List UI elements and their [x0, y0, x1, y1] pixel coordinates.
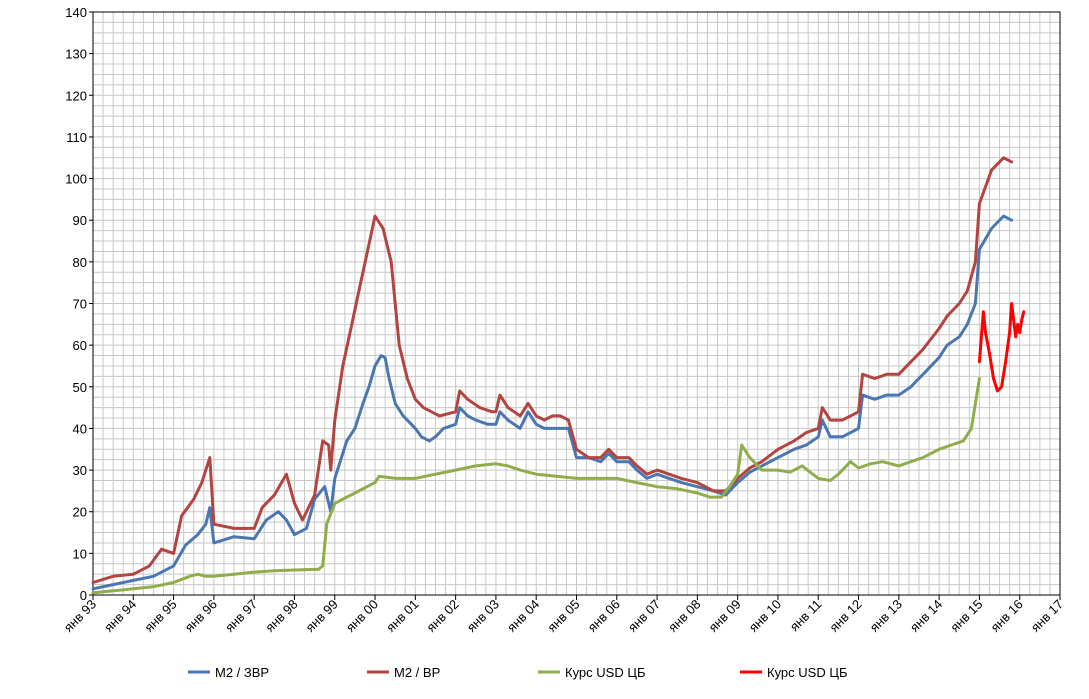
- y-tick-label: 130: [65, 47, 87, 62]
- x-tick-label: янв 12: [826, 597, 864, 635]
- y-tick-label: 30: [73, 463, 87, 478]
- y-tick-label: 70: [73, 297, 87, 312]
- x-tick-label: янв 98: [262, 597, 300, 635]
- x-tick-label: янв 01: [383, 597, 421, 635]
- legend: М2 / ЗВР М2 / ВР Курс USD ЦБ Курс USD ЦБ: [188, 665, 847, 680]
- x-tick-label: янв 14: [907, 597, 945, 635]
- legend-label: М2 / ЗВР: [215, 665, 269, 680]
- legend-label: Курс USD ЦБ: [767, 665, 847, 680]
- grid: [92, 11, 1061, 596]
- x-tick-label: янв 09: [705, 597, 743, 635]
- x-tick-label: янв 06: [585, 597, 623, 635]
- x-tick-label: янв 95: [141, 597, 179, 635]
- y-tick-label: 20: [73, 505, 87, 520]
- x-tick-label: янв 16: [988, 597, 1026, 635]
- x-tick-label: янв 08: [665, 597, 703, 635]
- x-tick-label: янв 02: [423, 597, 461, 635]
- y-tick-label: 10: [73, 546, 87, 561]
- series-lines: [91, 156, 1026, 595]
- y-tick-label: 90: [73, 213, 87, 228]
- series-line-3: [91, 377, 981, 595]
- x-axis: янв 93 янв 94 янв 95 янв 96 янв 97 янв 98 янв …: [61, 595, 1066, 635]
- x-tick-label: янв 94: [101, 597, 139, 635]
- x-tick-label: янв 00: [343, 597, 381, 635]
- x-tick-label: янв 99: [303, 597, 341, 635]
- legend-label: Курс USD ЦБ: [565, 665, 645, 680]
- series-line-2: [91, 156, 1014, 584]
- x-tick-label: янв 04: [504, 597, 542, 635]
- x-tick-label: янв 96: [182, 597, 220, 635]
- x-tick-label: янв 10: [746, 597, 784, 635]
- y-tick-label: 50: [73, 380, 87, 395]
- legend-label: М2 / ВР: [394, 665, 440, 680]
- series-line-4: [977, 302, 1026, 393]
- x-tick-label: янв 13: [867, 597, 905, 635]
- x-tick-label: янв 05: [544, 597, 582, 635]
- y-tick-label: 140: [65, 5, 87, 20]
- y-tick-label: 110: [66, 130, 87, 145]
- y-tick-label: 100: [65, 172, 87, 187]
- x-tick-label: янв 07: [625, 597, 663, 635]
- series-line-1: [91, 214, 1014, 591]
- x-tick-label: янв 03: [464, 597, 502, 635]
- y-tick-label: 80: [73, 255, 87, 270]
- x-tick-label: янв 97: [222, 597, 260, 635]
- x-tick-label: янв 15: [947, 597, 985, 635]
- y-tick-label: 40: [73, 421, 87, 436]
- y-tick-label: 60: [73, 338, 87, 353]
- y-axis: 0 10 20 30 40 50 60 70 80 90 100 110 120 130 140: [65, 5, 93, 603]
- y-tick-label: 120: [65, 88, 87, 103]
- x-tick-label: янв 11: [787, 597, 825, 635]
- y-tick-label: 0: [80, 588, 87, 603]
- x-tick-label: янв 17: [1028, 597, 1066, 635]
